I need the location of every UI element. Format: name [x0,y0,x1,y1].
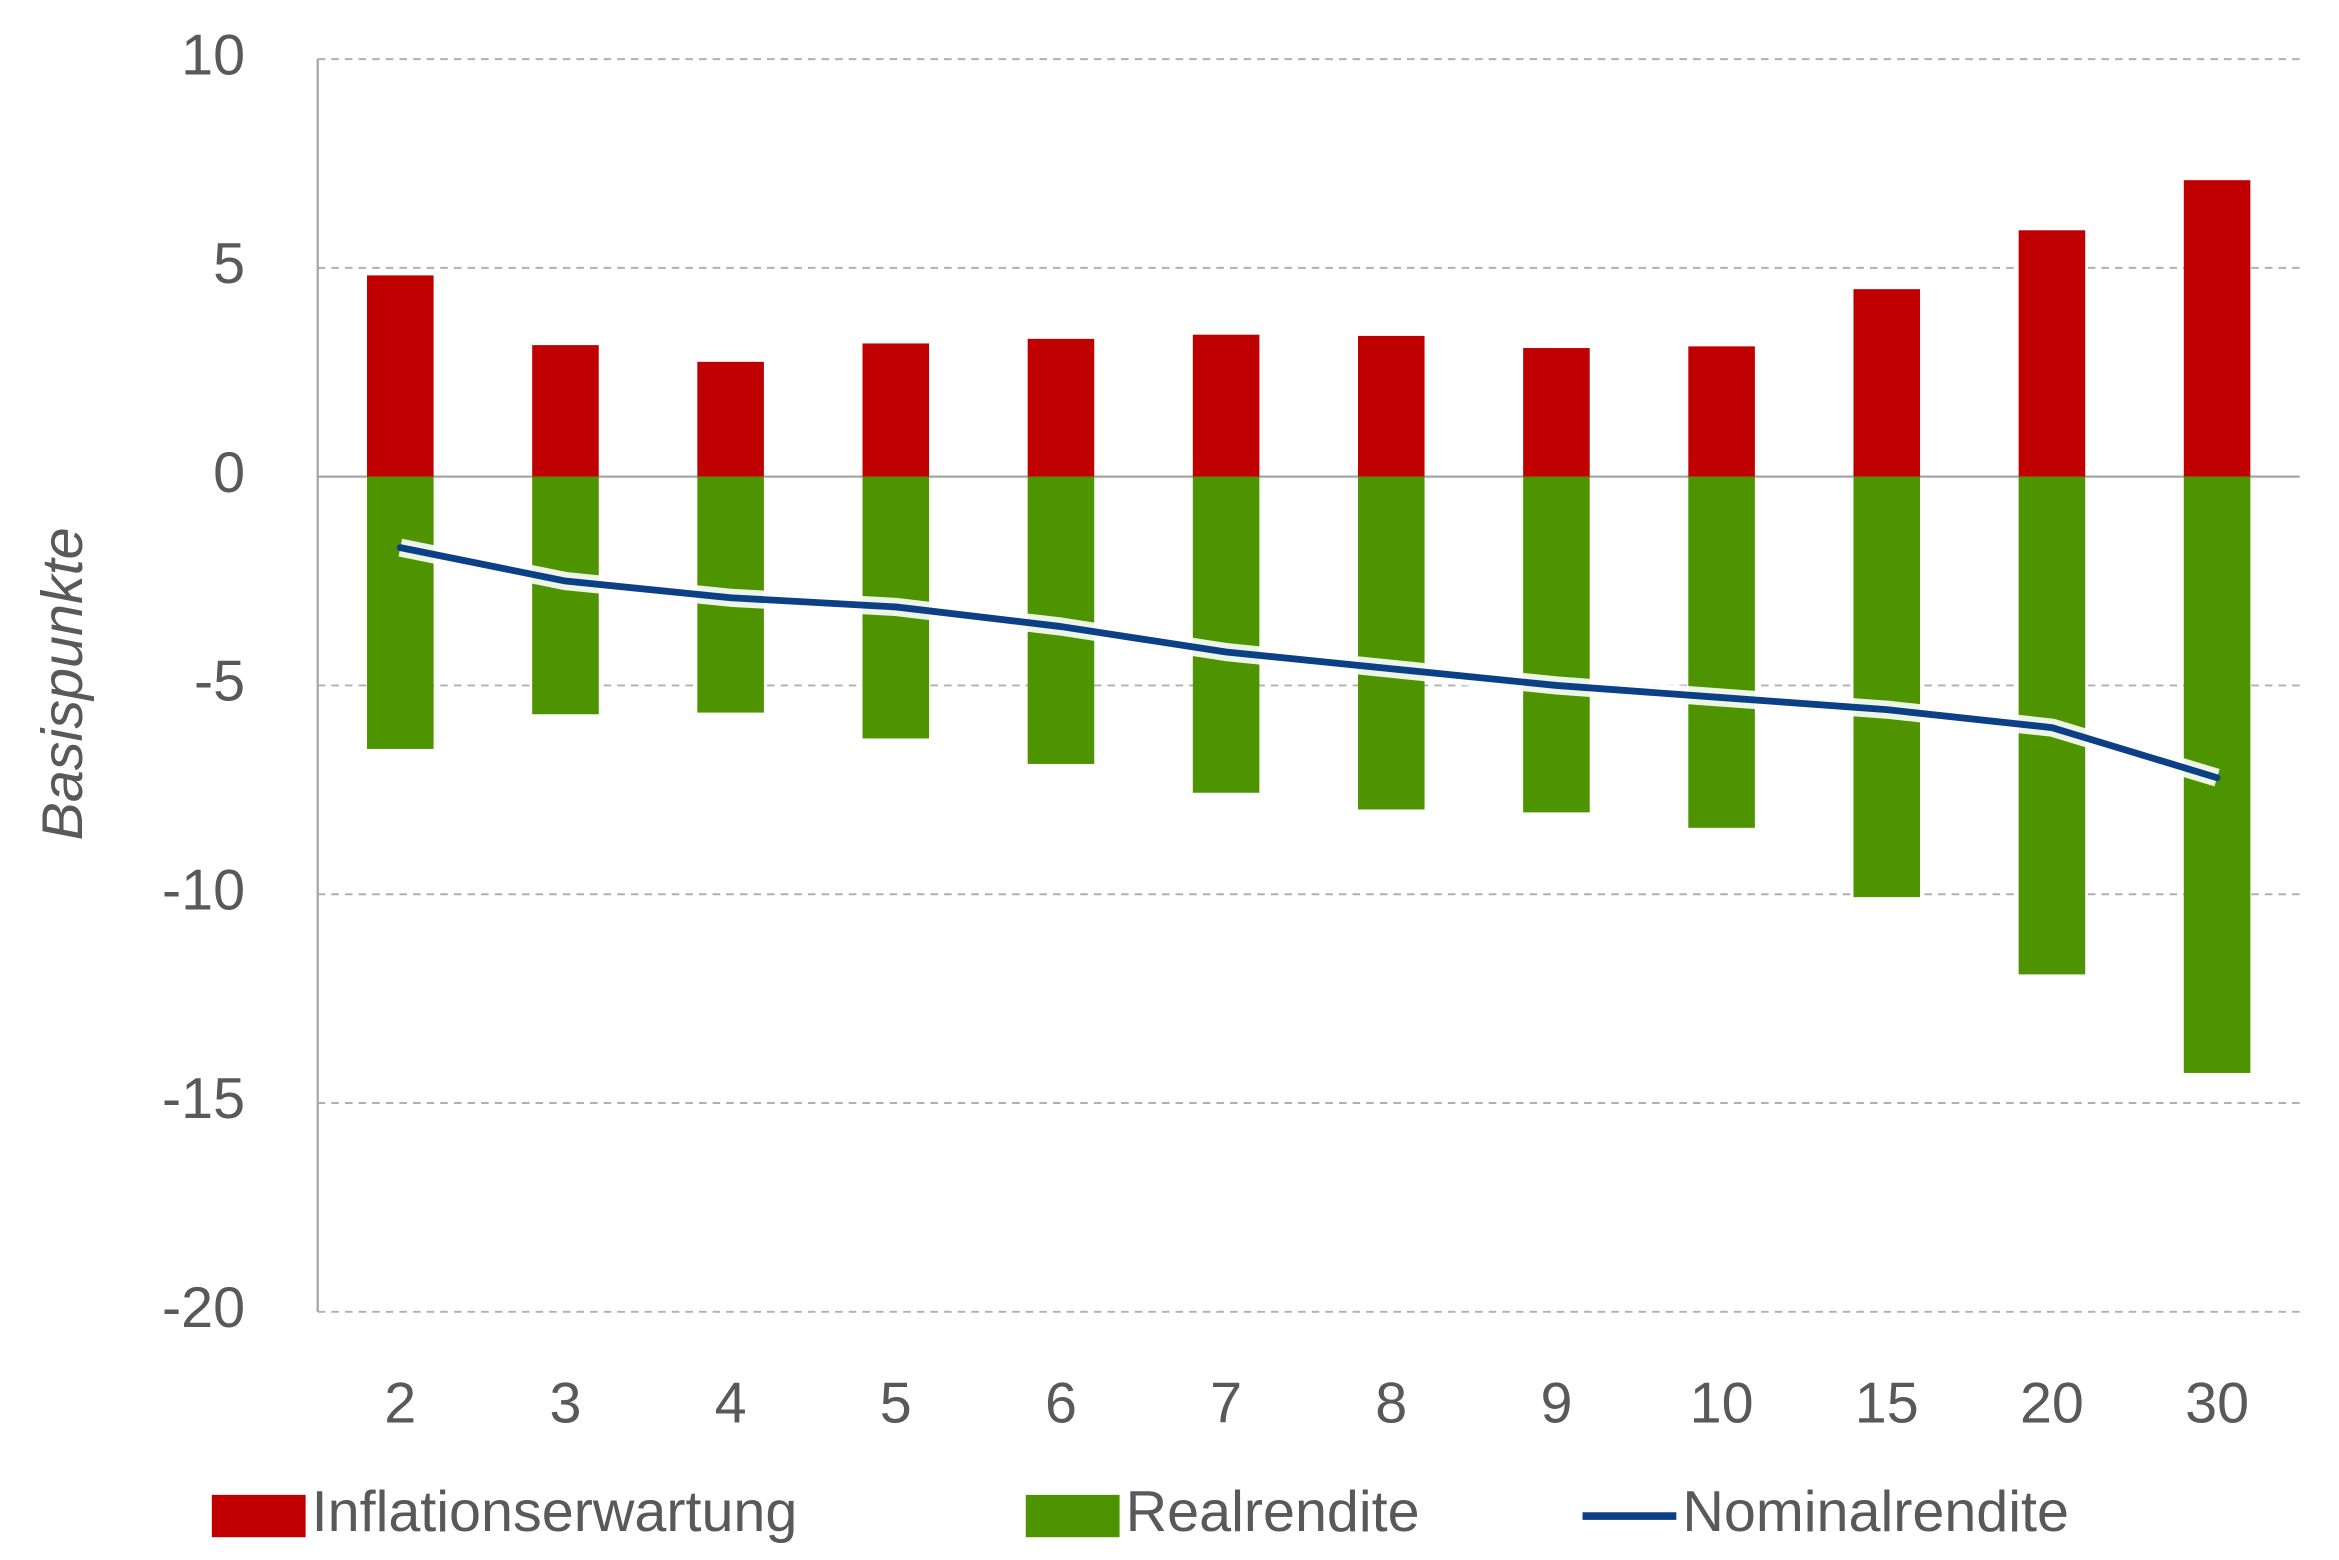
x-tick-label: 8 [1375,1371,1407,1435]
bar [367,275,434,477]
x-tick-label: 7 [1210,1371,1242,1435]
legend-swatch [211,1494,306,1538]
y-tick-label: 0 [213,441,245,505]
x-tick-label: 4 [715,1371,747,1435]
y-tick-label: 10 [181,23,245,87]
x-tick-label: 5 [880,1371,912,1435]
bar [1688,346,1755,477]
bar [1357,335,1425,477]
bar [2018,230,2086,477]
bar [532,345,599,477]
bar [862,343,930,477]
y-tick-label: -5 [194,650,245,714]
x-tick-label: 2 [384,1371,416,1435]
bar [1688,476,1755,828]
x-tick-label: 10 [1690,1371,1754,1435]
bar [532,476,599,715]
line [396,544,2221,782]
y-tick-label: -15 [162,1067,245,1131]
bar [1523,476,1590,813]
bar [2183,180,2251,477]
bar [1853,289,1921,477]
y-tick-label: -10 [162,858,245,922]
bar [1853,476,1921,898]
x-tick-label: 3 [549,1371,581,1435]
x-tick-label: 15 [1855,1371,1919,1435]
legend-label: Nominalrendite [1682,1480,2069,1544]
bar [1192,476,1260,793]
y-axis-label: Basispunkte [31,527,95,840]
bar [367,476,434,749]
bar [697,361,764,477]
bar [1027,338,1095,477]
legend-label: Inflationserwartung [312,1480,798,1544]
y-tick-label: 5 [213,232,245,296]
bar [1192,334,1260,477]
legend-label: Realrendite [1126,1480,1420,1544]
x-tick-label: 9 [1540,1371,1572,1435]
legend-swatch [1025,1494,1120,1538]
x-tick-label: 30 [2185,1371,2249,1435]
y-tick-label: -20 [162,1276,245,1340]
bar [1523,348,1590,477]
x-tick-label: 20 [2020,1371,2084,1435]
bar [1357,476,1425,810]
x-tick-label: 6 [1045,1371,1077,1435]
